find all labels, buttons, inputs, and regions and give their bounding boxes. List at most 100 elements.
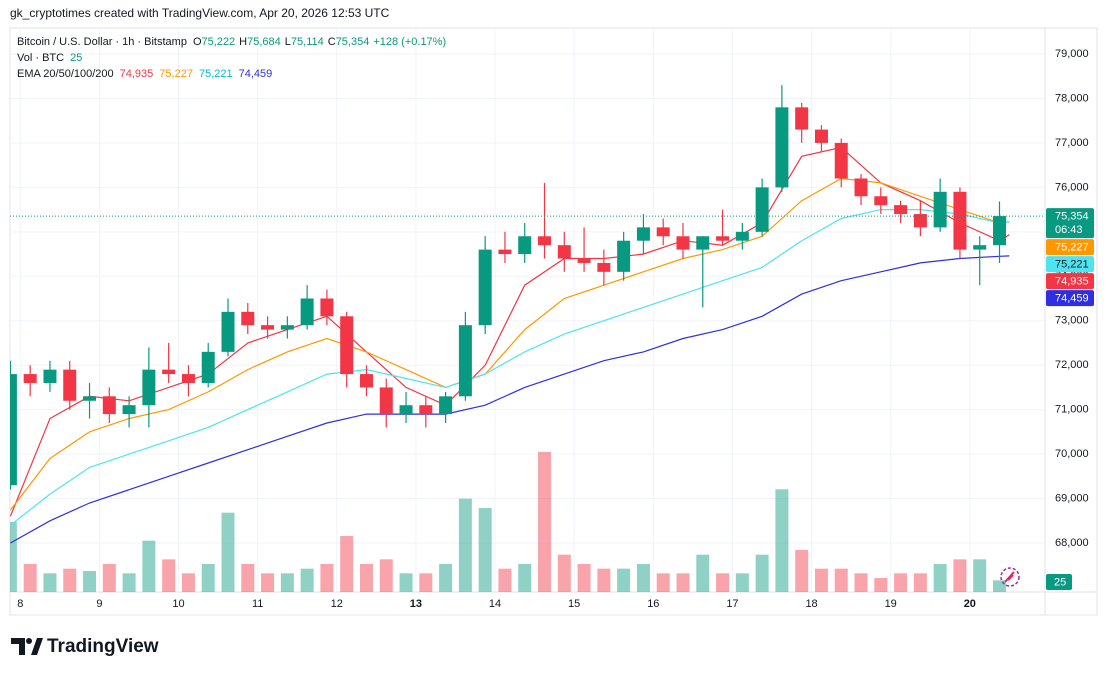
ohlc-key: L: [285, 36, 291, 48]
candle-body: [636, 227, 650, 241]
volume-value: 25: [70, 52, 82, 64]
candle-body: [617, 240, 631, 272]
candle-body: [201, 351, 215, 383]
x-tick-label: 10: [172, 598, 184, 610]
volume-bar: [63, 568, 77, 592]
volume-pane: [10, 452, 1007, 592]
candle-body: [795, 107, 809, 130]
ohlc-key: H: [239, 36, 247, 48]
ohlc-value: 75,354: [336, 36, 370, 48]
candle-body: [854, 178, 868, 197]
legend-row: Vol · BTC 25: [17, 52, 82, 64]
candle-body: [557, 245, 571, 259]
volume-bar: [102, 564, 116, 592]
volume-bar: [439, 564, 453, 592]
candle-body: [993, 216, 1007, 246]
volume-bar: [814, 568, 828, 592]
candle-body: [874, 196, 888, 206]
x-tick-label: 14: [489, 598, 501, 610]
volume-bar: [478, 508, 492, 592]
volume-bar: [280, 573, 294, 592]
axes: 68,00069,00070,00071,00072,00073,00074,0…: [17, 48, 1088, 610]
change: +128 (+0.17%): [373, 36, 446, 48]
volume-bar: [577, 564, 591, 592]
x-tick-label: 9: [96, 598, 102, 610]
ema-value: 74,935: [120, 68, 154, 80]
volume-bar: [795, 550, 809, 592]
x-tick-label: 12: [331, 598, 343, 610]
x-tick-label: 20: [964, 598, 976, 610]
candle-body: [518, 236, 532, 255]
candle-body: [280, 325, 294, 330]
candle-body: [320, 298, 334, 317]
volume-bar: [43, 573, 57, 592]
candle-body: [755, 187, 769, 232]
ema-value: 75,227: [159, 68, 193, 80]
candle-body: [340, 316, 354, 375]
drawing-tool-icon[interactable]: [1000, 567, 1020, 587]
x-tick-label: 18: [805, 598, 817, 610]
price-tags: 75,354 06:43 75,227 75,221 74,935 74,459 25: [1046, 208, 1094, 590]
volume-bar: [953, 559, 967, 592]
ema-line: [10, 146, 1010, 517]
candle-body: [735, 231, 749, 241]
volume-bar: [518, 564, 532, 592]
chart-frame: [9, 27, 1098, 616]
x-tick-label: 8: [17, 598, 23, 610]
x-tick-label: 11: [252, 598, 263, 610]
y-tick-label: 76,000: [1055, 181, 1089, 193]
logo: TradingView: [11, 636, 159, 657]
ohlc-value: 75,114: [291, 36, 324, 48]
ohlc-value: 75,684: [247, 36, 281, 48]
candle-body: [953, 191, 967, 250]
candle-body: [973, 245, 987, 250]
volume-bar: [458, 498, 472, 592]
candle-body: [458, 325, 472, 397]
price-tag: [1046, 208, 1094, 239]
volume-bar: [716, 573, 730, 592]
candle-body: [102, 396, 116, 415]
volume-tag-label: 25: [1054, 576, 1066, 588]
brand: TradingView: [47, 636, 159, 657]
volume-bar: [10, 522, 17, 592]
candle-body: [162, 369, 176, 375]
ohlc-key: O: [193, 36, 202, 48]
ema-line: [10, 177, 1010, 511]
candle-body: [814, 129, 828, 143]
volume-bar: [142, 540, 156, 592]
volume-bar: [300, 568, 314, 592]
price-tag-label: 74,459: [1055, 292, 1089, 304]
candle-body: [122, 405, 136, 415]
volume-bar: [557, 554, 571, 592]
candle-body: [241, 311, 255, 326]
countdown: 06:43: [1055, 224, 1083, 236]
ema-lines: [10, 146, 1010, 544]
volume-bar: [359, 564, 373, 592]
volume-bar: [755, 554, 769, 592]
legend-row: Bitcoin / U.S. Dollar · 1h · Bitstamp O 75…: [17, 36, 446, 48]
x-tick-label: 15: [568, 598, 580, 610]
symbol: Bitcoin / U.S. Dollar · 1h · Bitstamp: [17, 36, 187, 48]
candles: [10, 85, 1045, 490]
volume-bar: [340, 536, 354, 592]
candle-body: [775, 107, 789, 188]
volume-bar: [933, 564, 947, 592]
ohlc-key: C: [328, 36, 336, 48]
volume-bar: [993, 580, 1007, 592]
candle-body: [716, 236, 730, 241]
ema-value: 75,221: [199, 68, 233, 80]
candle-body: [261, 325, 275, 330]
candle-body: [834, 142, 848, 179]
x-tick-label: 17: [726, 598, 738, 610]
volume-bar: [181, 573, 195, 592]
candle-body: [419, 405, 433, 415]
x-tick-label: 16: [647, 598, 659, 610]
candle-body: [43, 369, 57, 383]
x-tick-label: 13: [410, 598, 422, 610]
price-tag: [1046, 256, 1094, 273]
volume-bar: [122, 573, 136, 592]
ema-line: [10, 209, 1010, 526]
candle-body: [181, 374, 195, 383]
candle-body: [933, 191, 947, 228]
